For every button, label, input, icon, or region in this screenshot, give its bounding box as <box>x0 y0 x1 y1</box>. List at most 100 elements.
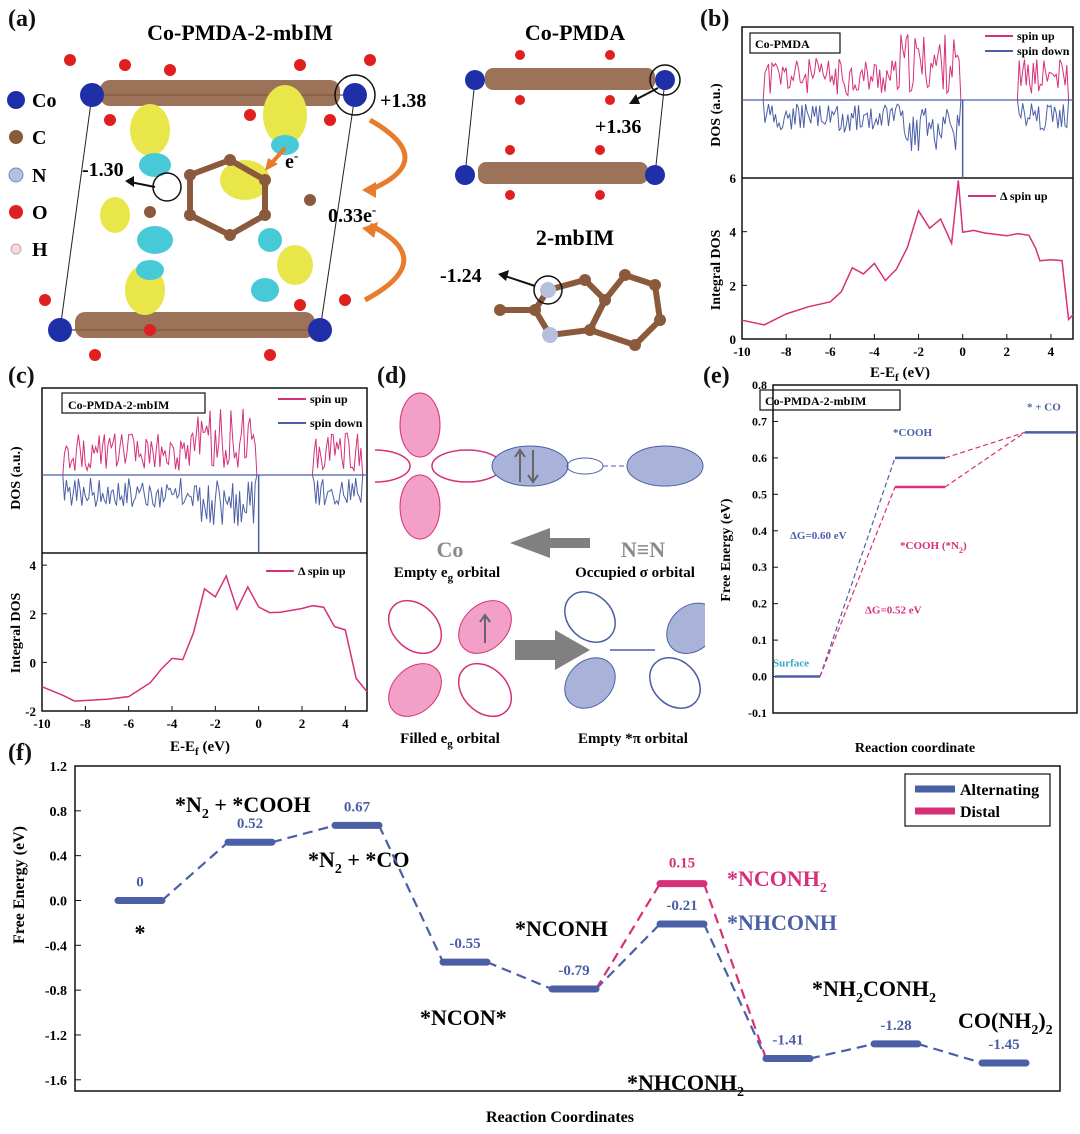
x-tick-label: -10 <box>733 344 750 359</box>
panel-label-a: (a) <box>8 6 36 32</box>
chart-c-ylabel-top: DOS (a.u.) <box>9 446 24 510</box>
chart-c-ylabel-bottom: Integral DOS <box>9 593 24 674</box>
empty-pi-orbital-icon <box>564 591 705 709</box>
legend-alternating: Alternating <box>960 782 1039 799</box>
alternating-connector <box>486 961 553 991</box>
x-tick-label: -2 <box>913 344 924 359</box>
connector-line <box>819 457 896 677</box>
y-tick-label: -1.2 <box>45 1029 67 1044</box>
panel-label-b: (b) <box>700 6 730 32</box>
panel-a-structures: Co-PMDA-2-mbIM Co-PMDA 2-mbIM Co C N O H <box>7 20 681 361</box>
charge-n: -1.30 <box>82 159 124 181</box>
species-urea: CO(NH2)2 <box>958 1008 1053 1038</box>
chart-b-ylabel-bottom: Integral DOS <box>709 230 724 311</box>
state-label-surface: Surface <box>773 658 809 670</box>
legend-h: H <box>32 239 48 261</box>
y-tick-label: 0.3 <box>752 560 767 574</box>
y-tick-label: 0.2 <box>752 597 767 611</box>
species-nhconh2: *NHCONH2 <box>627 1070 744 1100</box>
value-label: 0 <box>136 874 144 890</box>
x-tick-label: -8 <box>781 344 792 359</box>
y-tick-label: 0.7 <box>752 414 767 428</box>
o-atom-icon <box>9 205 23 219</box>
state-label-cooh-n2: *COOH (*N2) <box>900 540 967 555</box>
chart-c-xlabel: E-Ef (eV) <box>170 739 230 758</box>
x-tick-label: -4 <box>869 344 880 359</box>
plot-frame <box>74 765 1061 1092</box>
chart-e-ylabel: Free Energy (eV) <box>719 498 734 601</box>
plot-frame <box>41 387 368 712</box>
chart-c-legend-down: spin down <box>310 416 363 430</box>
framework-structure <box>39 54 408 361</box>
panel-e-free-energy-chart: Co-PMDA-2-mbIM Free Energy (eV) Reaction… <box>719 378 1078 756</box>
occupied-sigma-label: Occupied σ orbital <box>575 565 695 581</box>
value-label: -0.55 <box>449 936 480 952</box>
mbim-structure <box>494 269 666 351</box>
charge-co-pmda: +1.36 <box>595 116 641 138</box>
value-label: -0.21 <box>666 898 697 914</box>
filled-eg-orbital-icon <box>387 599 513 718</box>
species-n2-co: *N2 + *CO <box>308 847 409 877</box>
chart-b-label: Co-PMDA <box>755 37 810 51</box>
chart-label-box <box>749 32 841 54</box>
y-tick-label: 0 <box>30 655 37 670</box>
species-nhconh: *NHCONH <box>727 910 837 935</box>
c-atom-icon <box>9 130 23 144</box>
h-atom-icon <box>10 243 22 255</box>
x-tick-label: 2 <box>1004 344 1011 359</box>
x-tick-label: 0 <box>959 344 966 359</box>
species-nh2conh2: *NH2CONH2 <box>812 976 936 1006</box>
value-label: 0.52 <box>237 816 263 832</box>
panel-label-c: (c) <box>8 363 35 389</box>
chart-c-legend-up: spin up <box>310 392 348 406</box>
legend-c: C <box>32 127 46 149</box>
y-tick-label: -0.8 <box>45 984 67 999</box>
alternating-connector <box>809 1042 875 1060</box>
panel-f-free-energy-chart: Free Energy (eV) Reaction Coordinates * … <box>11 760 1061 1126</box>
value-label: -1.41 <box>772 1033 803 1049</box>
x-tick-label: 2 <box>299 716 306 731</box>
filled-eg-label: Filled eg orbital <box>400 731 500 750</box>
x-tick-label: -8 <box>80 716 91 731</box>
alternating-connector <box>378 824 444 963</box>
annotation-dg-060: ΔG=0.60 eV <box>790 530 847 542</box>
legend-n: N <box>32 165 47 187</box>
spin-down-curve <box>742 99 1073 152</box>
y-tick-label: 0.1 <box>752 633 767 647</box>
legend-co: Co <box>32 90 56 112</box>
chart-b-xlabel: E-Ef (eV) <box>870 365 930 384</box>
chart-b-ylabel-top: DOS (a.u.) <box>709 83 724 147</box>
alternating-connector <box>917 1042 983 1065</box>
panel-c-dos-chart: Co-PMDA-2-mbIM spin up spin down Δ spin … <box>9 387 368 758</box>
y-tick-label: 0.8 <box>50 805 68 820</box>
y-tick-label: -0.1 <box>748 706 767 720</box>
y-tick-label: 2 <box>30 607 37 622</box>
y-tick-label: -1.6 <box>45 1074 67 1089</box>
plot-frame <box>772 384 1078 714</box>
alternating-connector <box>271 824 336 844</box>
panel-label-e: (e) <box>703 363 730 389</box>
co-atom-icon <box>7 91 25 109</box>
panel-b-dos-chart: Co-PMDA spin up spin down Δ spin up DOS … <box>709 26 1074 384</box>
n2-label: N≡N <box>621 537 665 562</box>
connector-line <box>944 431 1026 459</box>
spin-down-curve <box>42 474 367 526</box>
chart-f-ylabel: Free Energy (eV) <box>11 826 28 944</box>
x-tick-label: 4 <box>342 716 349 731</box>
distal-value-label: 0.15 <box>669 856 695 872</box>
state-label-cooh: *COOH <box>893 427 933 439</box>
y-tick-label: 0.0 <box>752 670 767 684</box>
panel-a-title-left: Co-PMDA-2-mbIM <box>147 20 333 45</box>
y-tick-label: 0.6 <box>752 451 767 465</box>
annotation-dg-052: ΔG=0.52 eV <box>865 605 922 617</box>
co-label: Co <box>437 537 464 562</box>
x-tick-label: -6 <box>123 716 134 731</box>
arrow-left-icon <box>510 528 590 558</box>
y-tick-label: 0 <box>730 332 737 347</box>
y-tick-label: -0.4 <box>45 939 67 954</box>
value-label: -1.45 <box>988 1037 1019 1053</box>
alternating-connector <box>161 841 229 902</box>
species-nconh: *NCONH <box>515 916 608 941</box>
integral-dos-line <box>41 573 368 702</box>
chart-b-legend-up: spin up <box>1017 29 1055 43</box>
